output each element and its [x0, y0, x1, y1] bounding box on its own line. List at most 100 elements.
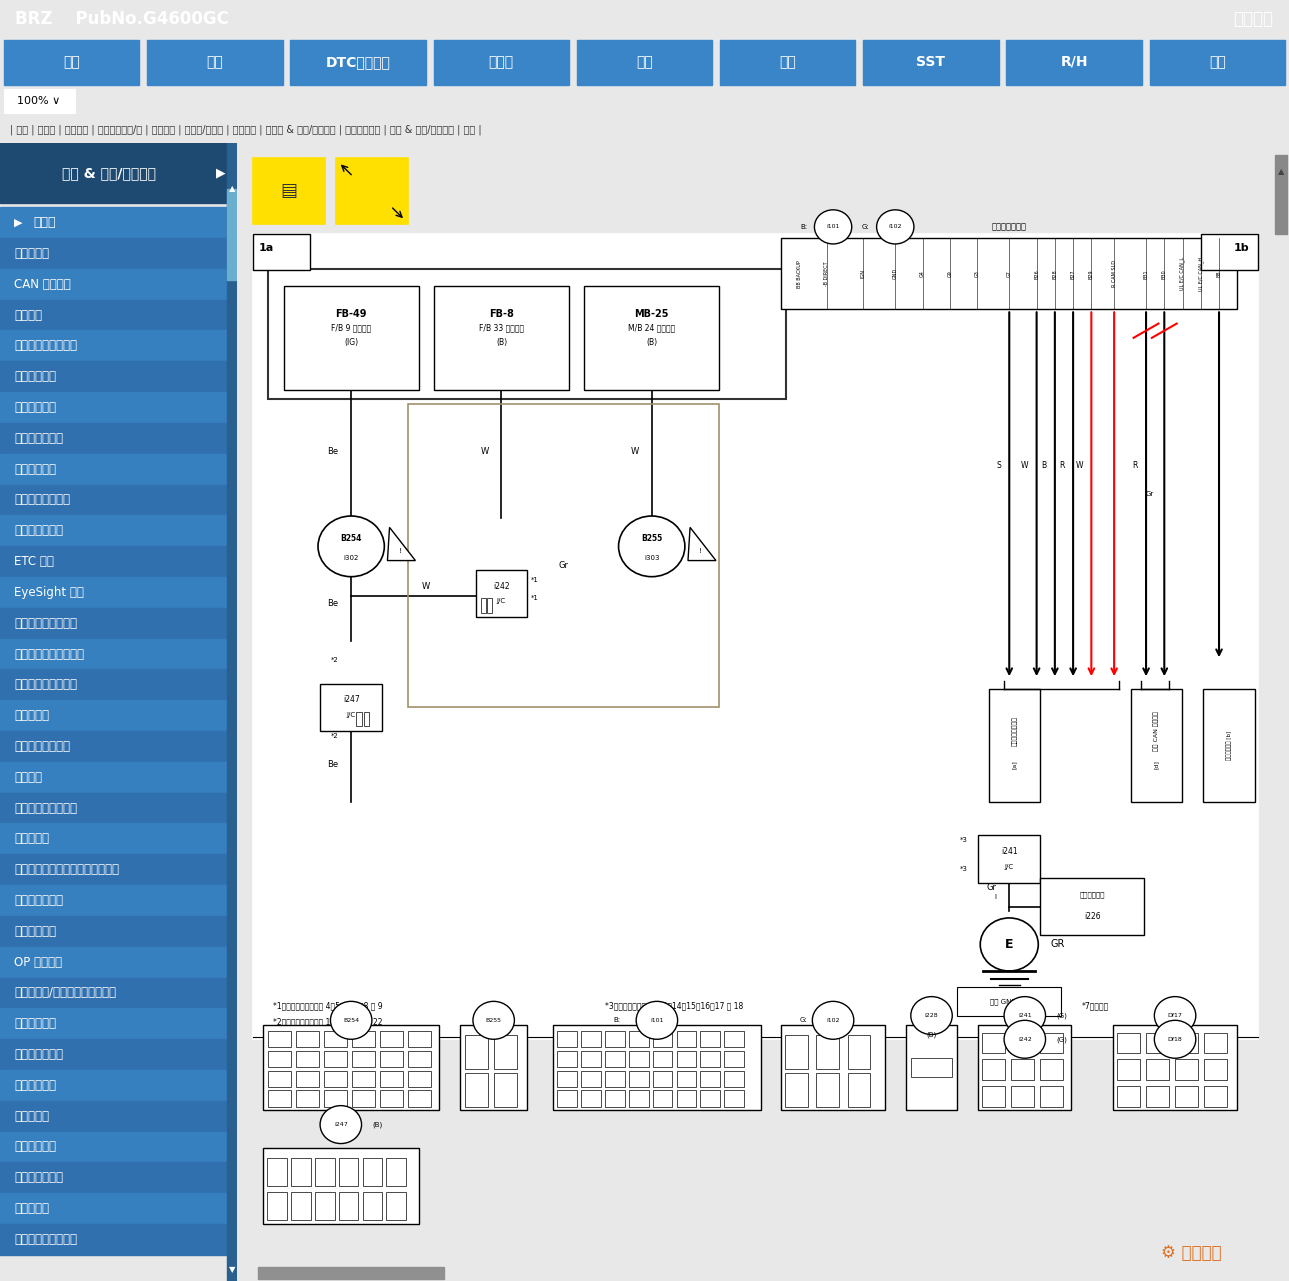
- Bar: [147, 41, 282, 85]
- Bar: [0, 484, 237, 515]
- Bar: [0, 392, 237, 423]
- Circle shape: [815, 210, 852, 243]
- Circle shape: [330, 1002, 373, 1039]
- Text: GR: GR: [1051, 939, 1065, 949]
- Text: 参见 CAN 通讯系统: 参见 CAN 通讯系统: [1154, 711, 1159, 751]
- Text: 门锁控制系统: 门锁控制系统: [14, 462, 57, 475]
- Bar: [356, 712, 361, 726]
- Bar: [576, 41, 713, 85]
- Bar: [268, 1090, 291, 1107]
- Text: 喇叭系统: 喇叭系统: [14, 771, 43, 784]
- Bar: [0, 269, 237, 300]
- Text: B27: B27: [1071, 269, 1075, 279]
- Bar: [0, 453, 237, 484]
- Bar: [487, 598, 492, 612]
- Bar: [781, 238, 1237, 310]
- Bar: [380, 1050, 403, 1067]
- Bar: [848, 1035, 870, 1068]
- Bar: [1040, 1086, 1063, 1107]
- Text: B:: B:: [614, 1017, 620, 1024]
- Bar: [652, 1050, 673, 1067]
- Bar: [1204, 1086, 1227, 1107]
- Bar: [296, 1071, 320, 1086]
- Bar: [268, 1031, 291, 1047]
- Text: FB-8: FB-8: [489, 309, 514, 319]
- Text: B254: B254: [340, 534, 362, 543]
- Text: 打印: 打印: [637, 55, 652, 69]
- Bar: [363, 712, 369, 726]
- Bar: [581, 1071, 601, 1086]
- Text: *3: *3: [960, 866, 968, 871]
- Bar: [296, 1050, 320, 1067]
- Bar: [434, 286, 568, 389]
- Text: i303: i303: [644, 555, 660, 561]
- Bar: [476, 570, 527, 617]
- Text: 遥控后视镜系统: 遥控后视镜系统: [14, 1171, 63, 1184]
- Text: 帮助: 帮助: [1209, 55, 1226, 69]
- Bar: [0, 1225, 237, 1255]
- Bar: [1012, 1059, 1034, 1080]
- Bar: [1118, 1086, 1139, 1107]
- Text: *1：端子编号可选用列 4、5、6、7、8 和 9: *1：端子编号可选用列 4、5、6、7、8 和 9: [273, 1002, 383, 1011]
- Text: 1a: 1a: [259, 242, 275, 252]
- Text: ▶: ▶: [14, 218, 23, 228]
- Text: B255: B255: [486, 1018, 501, 1022]
- Bar: [291, 1191, 311, 1221]
- Bar: [629, 1050, 648, 1067]
- Text: 倒车灯系统: 倒车灯系统: [14, 247, 49, 260]
- Bar: [581, 1050, 601, 1067]
- Text: [d]: [d]: [1154, 760, 1159, 769]
- Bar: [785, 1073, 808, 1107]
- Bar: [1275, 155, 1288, 234]
- Text: -B DIRECT: -B DIRECT: [825, 261, 829, 286]
- Bar: [1146, 1059, 1169, 1080]
- Text: MB-25: MB-25: [634, 309, 669, 319]
- Text: 后除雾器系统: 后除雾器系统: [14, 1079, 57, 1091]
- Circle shape: [1004, 1020, 1045, 1058]
- Text: i247: i247: [334, 1122, 348, 1127]
- Bar: [1146, 1086, 1169, 1107]
- Text: !: !: [398, 548, 401, 555]
- Bar: [362, 1158, 383, 1186]
- Bar: [296, 1031, 320, 1047]
- Text: 参见 GND [p]: 参见 GND [p]: [990, 998, 1029, 1004]
- Text: J/C: J/C: [1004, 863, 1014, 870]
- Bar: [268, 1071, 291, 1086]
- Text: 前附件电源插座系统: 前附件电源插座系统: [14, 616, 77, 630]
- Bar: [263, 1148, 419, 1225]
- Text: 前大灯清洗器系统: 前大灯清洗器系统: [14, 740, 70, 753]
- Bar: [0, 639, 237, 670]
- Text: SST: SST: [916, 55, 945, 69]
- Text: B:: B:: [800, 224, 807, 229]
- Bar: [724, 1071, 744, 1086]
- Text: 倒车自制动: 倒车自制动: [14, 1202, 49, 1216]
- Bar: [557, 1071, 577, 1086]
- Text: 检索: 检索: [780, 55, 797, 69]
- Text: (B): (B): [496, 338, 507, 347]
- Text: CAN 通讯系统: CAN 通讯系统: [14, 278, 71, 291]
- Text: i241: i241: [1018, 1013, 1031, 1018]
- Bar: [0, 208, 237, 238]
- Bar: [677, 1050, 696, 1067]
- Text: i302: i302: [343, 555, 358, 561]
- Text: Gr: Gr: [1146, 491, 1154, 497]
- Bar: [380, 1031, 403, 1047]
- Text: i241: i241: [1002, 847, 1017, 856]
- Bar: [1040, 1032, 1063, 1053]
- Text: Gr: Gr: [558, 561, 568, 570]
- Text: 巡航控制系统: 巡航控制系统: [14, 401, 57, 414]
- Text: G9: G9: [947, 270, 953, 277]
- Text: 落座检测系统: 落座检测系统: [14, 925, 57, 938]
- Bar: [700, 1071, 721, 1086]
- Bar: [4, 41, 139, 85]
- Text: *7：带过线: *7：带过线: [1081, 1002, 1109, 1011]
- Bar: [629, 1031, 648, 1047]
- Bar: [0, 143, 237, 202]
- Bar: [409, 1090, 431, 1107]
- Bar: [0, 1039, 237, 1070]
- Circle shape: [877, 210, 914, 243]
- Bar: [1204, 1059, 1227, 1080]
- Bar: [1118, 1032, 1139, 1053]
- Text: 车档仓盖零部件系统: 车档仓盖零部件系统: [14, 1232, 77, 1246]
- Circle shape: [1155, 997, 1196, 1035]
